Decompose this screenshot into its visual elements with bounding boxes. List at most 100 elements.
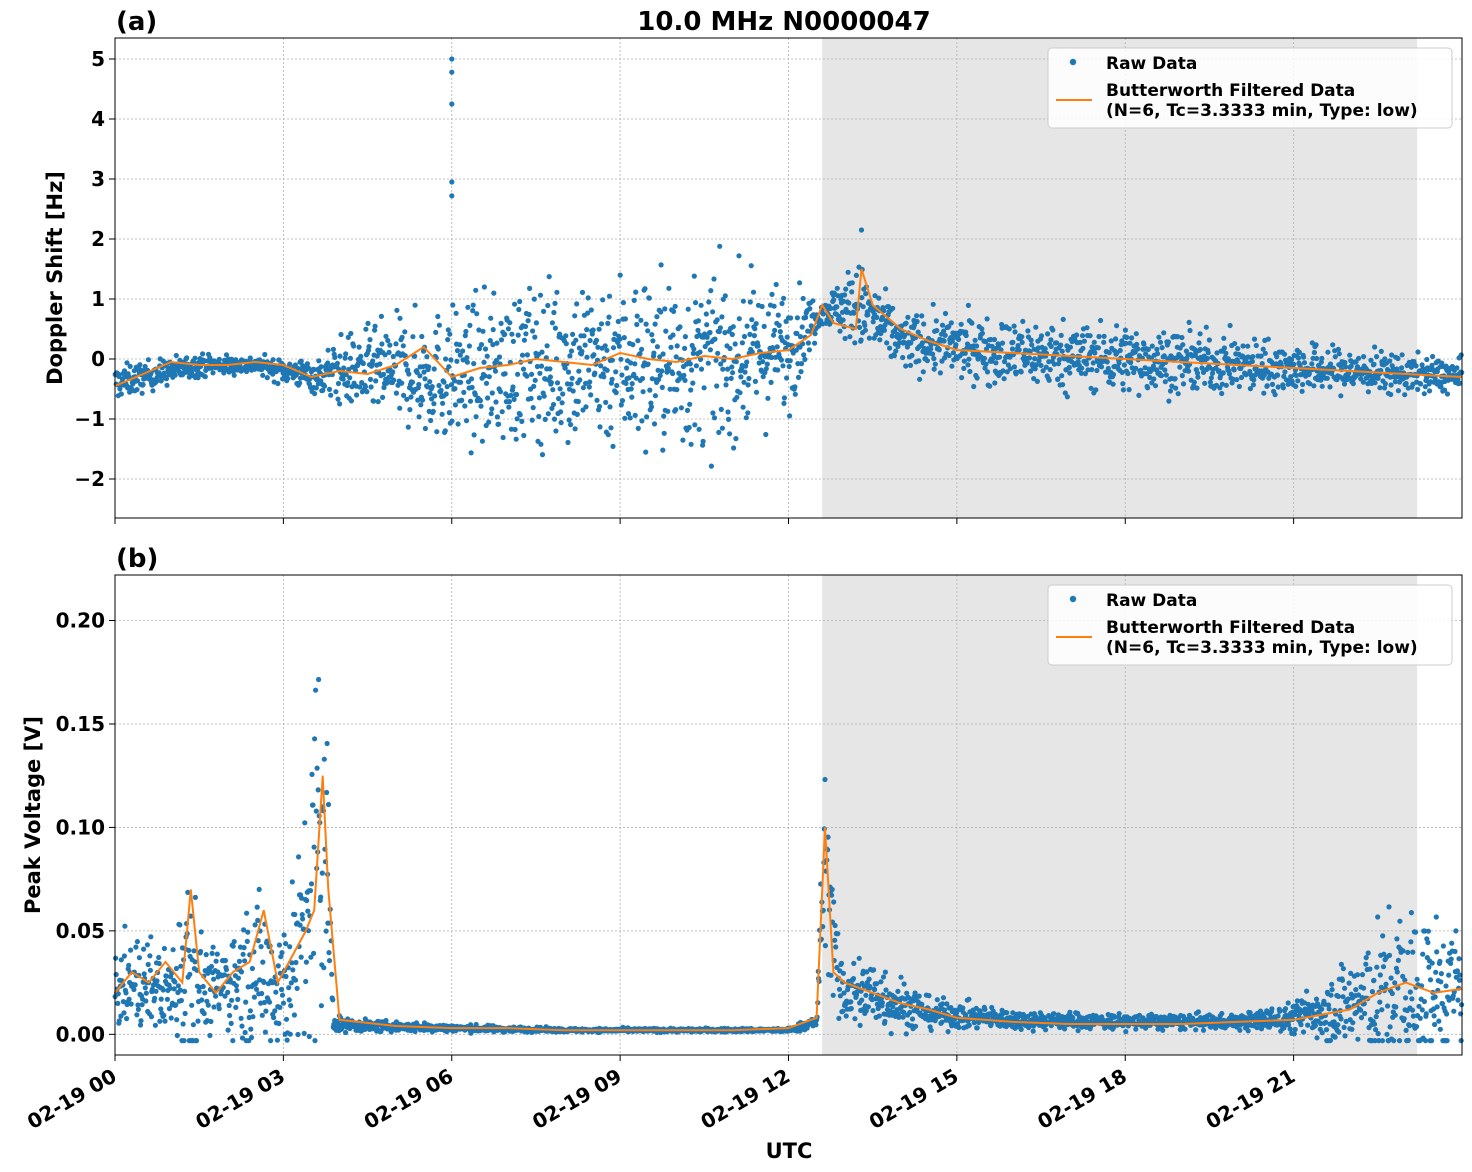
- raw-point: [860, 304, 866, 310]
- raw-point: [158, 996, 164, 1002]
- raw-point: [493, 357, 499, 364]
- raw-point: [334, 360, 340, 366]
- raw-point: [870, 319, 876, 325]
- raw-point: [480, 328, 486, 334]
- raw-point: [662, 306, 668, 312]
- raw-point: [577, 377, 583, 383]
- raw-point: [235, 996, 241, 1003]
- raw-point: [153, 988, 159, 994]
- raw-point: [343, 351, 349, 357]
- raw-point: [371, 398, 377, 404]
- raw-point: [1179, 334, 1185, 341]
- raw-point: [903, 363, 909, 369]
- raw-point: [1402, 392, 1408, 398]
- raw-point: [255, 917, 261, 924]
- raw-point: [303, 978, 309, 985]
- raw-point: [842, 292, 848, 298]
- raw-point: [747, 331, 753, 337]
- raw-point: [1088, 385, 1094, 391]
- raw-point: [379, 341, 385, 347]
- raw-point: [982, 1006, 988, 1013]
- raw-point: [1093, 387, 1099, 393]
- raw-point: [764, 361, 770, 367]
- panel-a-filtered-line: [114, 268, 1463, 387]
- raw-point: [1014, 369, 1020, 375]
- raw-point: [705, 340, 711, 346]
- raw-point: [797, 280, 803, 286]
- raw-point: [629, 394, 635, 400]
- raw-point: [118, 957, 124, 963]
- panel-b: 0.000.050.100.150.20 02-19 00 02-19 03 02-…: [21, 544, 1465, 1134]
- raw-point: [999, 340, 1006, 346]
- raw-point: [230, 943, 236, 949]
- raw-point: [491, 290, 497, 296]
- raw-point: [289, 879, 295, 885]
- raw-point: [509, 331, 515, 337]
- raw-point: [802, 356, 808, 362]
- raw-point: [449, 193, 455, 199]
- raw-point: [1162, 379, 1168, 385]
- raw-point: [248, 1034, 255, 1041]
- raw-point: [606, 314, 612, 320]
- raw-point: [515, 371, 521, 377]
- raw-point: [1300, 381, 1306, 388]
- raw-point: [779, 300, 785, 307]
- raw-point: [1307, 381, 1313, 387]
- legend-raw-marker: [1069, 58, 1077, 66]
- raw-point: [610, 345, 617, 351]
- raw-point: [489, 406, 495, 412]
- raw-point: [638, 317, 644, 323]
- raw-point: [430, 408, 436, 414]
- raw-point: [1001, 359, 1008, 365]
- raw-point: [1269, 1006, 1275, 1012]
- raw-point: [563, 333, 569, 339]
- raw-point: [173, 965, 179, 972]
- raw-point: [541, 308, 547, 314]
- raw-point: [446, 364, 452, 370]
- raw-point: [259, 1012, 265, 1018]
- raw-point: [1219, 390, 1225, 397]
- raw-point: [126, 962, 132, 969]
- raw-point: [311, 950, 317, 957]
- raw-point: [858, 227, 865, 233]
- raw-point: [550, 387, 556, 393]
- raw-point: [1327, 384, 1333, 390]
- raw-point: [245, 929, 251, 935]
- raw-point: [859, 295, 865, 301]
- raw-point: [363, 326, 369, 332]
- raw-point: [462, 403, 468, 409]
- raw-point: [519, 418, 525, 424]
- raw-point: [614, 382, 620, 389]
- raw-point: [512, 426, 518, 433]
- raw-point: [584, 327, 590, 333]
- raw-point: [1028, 368, 1034, 374]
- raw-point: [552, 325, 559, 331]
- raw-point: [1238, 374, 1245, 381]
- raw-point: [1458, 352, 1464, 358]
- raw-point: [849, 280, 855, 286]
- raw-point: [661, 430, 667, 436]
- raw-point: [770, 332, 777, 338]
- raw-point: [347, 355, 353, 361]
- raw-point: [287, 1031, 293, 1037]
- raw-point: [1372, 380, 1378, 386]
- raw-point: [749, 317, 755, 323]
- raw-point: [313, 687, 319, 693]
- raw-point: [765, 395, 771, 401]
- raw-point: [584, 354, 590, 360]
- raw-point: [830, 992, 836, 998]
- raw-point: [835, 931, 841, 937]
- raw-point: [1060, 382, 1066, 388]
- raw-point: [1101, 339, 1107, 345]
- raw-point: [566, 417, 572, 423]
- raw-point: [1128, 360, 1134, 366]
- raw-point: [444, 384, 450, 390]
- raw-point: [541, 393, 547, 399]
- raw-point: [1080, 345, 1086, 351]
- raw-point: [660, 351, 666, 357]
- raw-point: [1180, 381, 1187, 387]
- raw-point: [263, 1008, 269, 1014]
- raw-point: [1154, 351, 1161, 357]
- raw-point: [643, 321, 649, 327]
- raw-point: [725, 366, 731, 372]
